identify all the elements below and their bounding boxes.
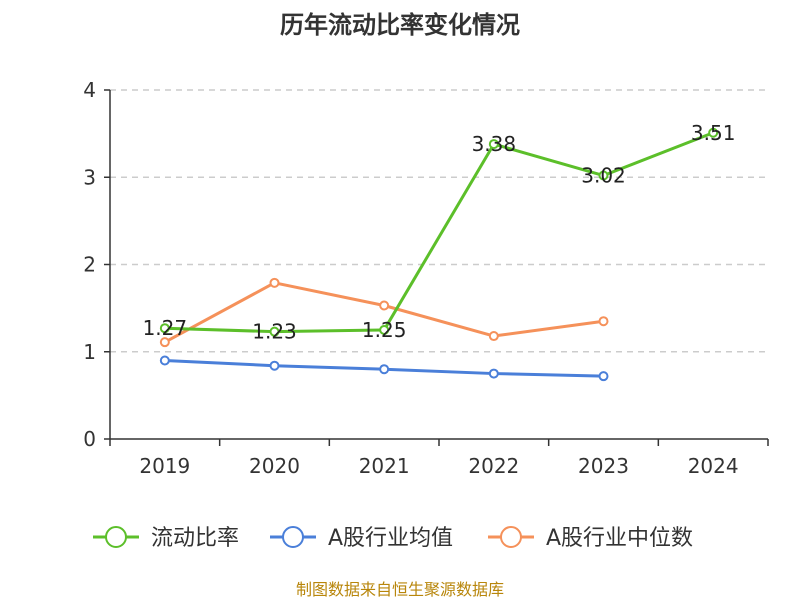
y-tick-label: 0 <box>83 427 96 451</box>
series-point <box>708 127 719 138</box>
series-point <box>598 316 609 327</box>
data-label: 1.23 <box>252 320 297 344</box>
series-point <box>598 371 609 382</box>
series-point <box>269 277 280 288</box>
data-labels: 1.27 1.23 1.25 3.38 3.02 3.51 <box>143 121 736 344</box>
series-layer <box>159 127 719 382</box>
series-point <box>379 324 390 335</box>
x-tick-label: 2024 <box>688 454 739 478</box>
y-tick-label: 2 <box>83 253 96 277</box>
series-point <box>488 331 499 342</box>
legend-label: 流动比率 <box>151 526 239 551</box>
legend-marker <box>500 526 522 548</box>
series-point <box>379 300 390 311</box>
axes: 0 1 2 3 4 2019 2020 2021 2022 2023 2024 <box>83 78 769 478</box>
grid-lines <box>110 89 768 353</box>
series-point <box>488 139 499 150</box>
series-point <box>488 368 499 379</box>
series-line <box>164 131 714 334</box>
series-point <box>159 355 170 366</box>
legend-marker <box>105 526 127 548</box>
legend-marker <box>282 526 304 548</box>
data-label: 3.02 <box>581 164 626 188</box>
data-label: 3.51 <box>691 121 736 145</box>
data-label: 1.25 <box>362 318 407 342</box>
series-point <box>379 364 390 375</box>
series-point <box>598 170 609 181</box>
y-tick-label: 1 <box>83 340 96 364</box>
series-point <box>159 323 170 334</box>
series-point <box>159 337 170 348</box>
x-tick-label: 2022 <box>468 454 519 478</box>
y-tick-label: 4 <box>83 78 96 102</box>
chart-title: 历年流动比率变化情况 <box>280 11 520 39</box>
y-tick-label: 3 <box>83 165 96 189</box>
series-point <box>269 360 280 371</box>
legend-label: A股行业均值 <box>328 526 453 551</box>
legend: 流动比率 A股行业均值 A股行业中位数 <box>93 526 693 551</box>
legend-label: A股行业中位数 <box>546 526 693 551</box>
x-tick-label: 2021 <box>359 454 410 478</box>
data-label: 3.38 <box>472 132 517 156</box>
x-tick-label: 2019 <box>139 454 190 478</box>
x-tick-label: 2020 <box>249 454 300 478</box>
series-point <box>269 326 280 337</box>
data-label: 1.27 <box>143 316 188 340</box>
x-tick-label: 2023 <box>578 454 629 478</box>
source-note: 制图数据来自恒生聚源数据库 <box>296 580 504 599</box>
